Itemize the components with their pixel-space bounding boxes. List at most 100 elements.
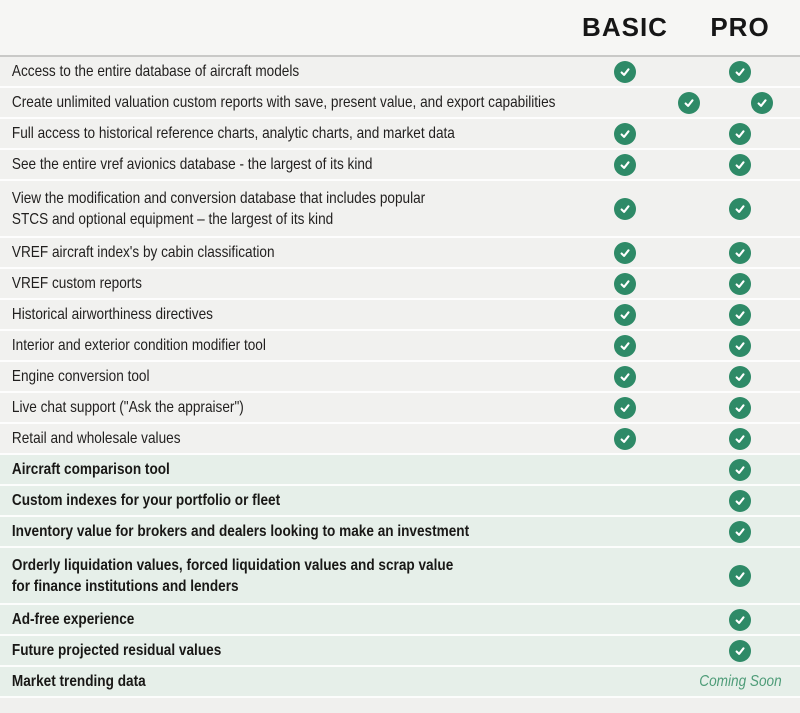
check-icon <box>614 303 636 326</box>
basic-cell <box>570 272 680 295</box>
pro-cell <box>680 60 800 83</box>
feature-row: Historical airworthiness directives <box>0 300 800 331</box>
pro-cell <box>680 564 800 587</box>
basic-cell <box>570 153 680 176</box>
check-icon <box>729 241 751 264</box>
feature-label: Aircraft comparison tool <box>11 461 170 478</box>
pro-cell <box>680 608 800 631</box>
feature-row: Create unlimited valuation custom report… <box>0 88 800 119</box>
plan-header: BASIC PRO <box>0 0 800 57</box>
feature-row: Orderly liquidation values, forced liqui… <box>0 548 800 605</box>
feature-label: Create unlimited valuation custom report… <box>11 94 556 111</box>
pro-cell: Coming Soon <box>680 673 800 691</box>
check-icon <box>677 91 700 114</box>
basic-cell <box>570 396 680 419</box>
check-icon <box>729 334 751 357</box>
basic-cell <box>570 334 680 357</box>
feature-label: Ad-free experience <box>11 611 135 628</box>
pro-cell <box>680 520 800 543</box>
feature-label: Engine conversion tool <box>11 368 150 385</box>
feature-label: Retail and wholesale values <box>11 430 181 447</box>
check-icon <box>614 427 636 450</box>
pro-cell <box>680 458 800 481</box>
check-icon <box>614 153 636 176</box>
feature-row: Interior and exterior condition modifier… <box>0 331 800 362</box>
check-icon <box>614 365 636 388</box>
check-icon <box>614 334 636 357</box>
basic-cell <box>570 197 680 220</box>
check-icon <box>614 396 636 419</box>
feature-row: Retail and wholesale values <box>0 424 800 455</box>
check-icon <box>729 303 751 326</box>
pro-column-header: PRO <box>710 12 770 42</box>
check-icon <box>729 122 751 145</box>
pro-cell <box>724 91 800 114</box>
check-icon <box>729 272 751 295</box>
feature-label: Custom indexes for your portfolio or fle… <box>11 492 281 509</box>
feature-row: Future projected residual values <box>0 636 800 667</box>
bottom-strip <box>0 698 800 713</box>
pro-cell <box>680 241 800 264</box>
feature-label: View the modification and conversion dat… <box>11 189 426 228</box>
check-icon <box>729 153 751 176</box>
feature-table: Access to the entire database of aircraf… <box>0 57 800 698</box>
feature-row: See the entire vref avionics database - … <box>0 150 800 181</box>
pro-cell <box>680 639 800 662</box>
feature-row: Access to the entire database of aircraf… <box>0 57 800 88</box>
feature-label: Inventory value for brokers and dealers … <box>11 523 470 540</box>
feature-label: VREF custom reports <box>11 275 142 292</box>
feature-label: Live chat support ("Ask the appraiser") <box>11 399 244 416</box>
pro-cell <box>680 303 800 326</box>
check-icon <box>614 241 636 264</box>
check-icon <box>614 60 636 83</box>
check-icon <box>729 520 751 543</box>
pro-cell <box>680 427 800 450</box>
feature-row: Aircraft comparison tool <box>0 455 800 486</box>
basic-cell <box>570 303 680 326</box>
check-icon <box>614 122 636 145</box>
feature-row: Engine conversion tool <box>0 362 800 393</box>
check-icon <box>729 639 751 662</box>
check-icon <box>750 91 773 114</box>
check-icon <box>729 197 751 220</box>
feature-label: Market trending data <box>11 673 146 690</box>
feature-row: Live chat support ("Ask the appraiser") <box>0 393 800 424</box>
feature-row: Full access to historical reference char… <box>0 119 800 150</box>
feature-row: VREF aircraft index's by cabin classific… <box>0 238 800 269</box>
feature-row: Inventory value for brokers and dealers … <box>0 517 800 548</box>
check-icon <box>729 427 751 450</box>
basic-cell <box>570 122 680 145</box>
check-icon <box>729 365 751 388</box>
pro-cell <box>680 197 800 220</box>
feature-row: Market trending data Coming Soon <box>0 667 800 698</box>
feature-label: Interior and exterior condition modifier… <box>11 337 266 354</box>
basic-cell <box>570 365 680 388</box>
pro-cell <box>680 153 800 176</box>
pro-cell <box>680 122 800 145</box>
feature-label: Full access to historical reference char… <box>11 125 455 142</box>
check-icon <box>729 608 751 631</box>
feature-label: Orderly liquidation values, forced liqui… <box>11 556 454 595</box>
check-icon <box>729 60 751 83</box>
feature-label: Future projected residual values <box>11 642 222 659</box>
pro-cell <box>680 334 800 357</box>
check-icon <box>729 564 751 587</box>
basic-cell <box>653 91 723 114</box>
pro-cell <box>680 396 800 419</box>
coming-soon-text: Coming Soon <box>698 672 782 690</box>
feature-row: Ad-free experience <box>0 605 800 636</box>
basic-column-header: BASIC <box>582 12 668 42</box>
feature-label: VREF aircraft index's by cabin classific… <box>11 244 275 261</box>
feature-row: Custom indexes for your portfolio or fle… <box>0 486 800 517</box>
feature-row: VREF custom reports <box>0 269 800 300</box>
feature-label: See the entire vref avionics database - … <box>11 156 373 173</box>
pro-cell <box>680 272 800 295</box>
feature-label: Access to the entire database of aircraf… <box>11 63 300 80</box>
basic-cell <box>570 427 680 450</box>
check-icon <box>729 396 751 419</box>
feature-row: View the modification and conversion dat… <box>0 181 800 238</box>
check-icon <box>729 489 751 512</box>
check-icon <box>729 458 751 481</box>
feature-label: Historical airworthiness directives <box>11 306 213 323</box>
